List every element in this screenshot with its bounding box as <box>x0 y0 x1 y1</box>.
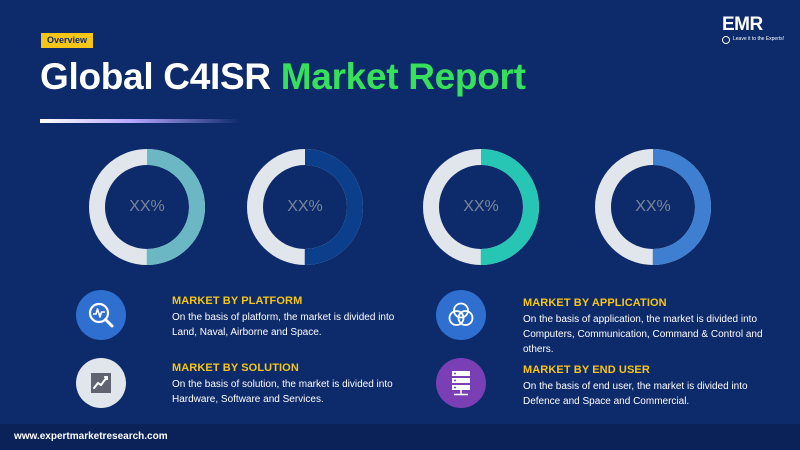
line-chart-icon <box>91 373 111 393</box>
donut-value-label: XX% <box>129 198 165 215</box>
globe-icon <box>722 36 730 44</box>
footer-bar: www.expertmarketresearch.com <box>0 424 800 450</box>
overview-badge: Overview <box>41 33 93 48</box>
segment-heading-platform: MARKET BY PLATFORM <box>172 295 303 307</box>
segment-heading-end-user: MARKET BY END USER <box>523 364 650 376</box>
logo-tagline: Leave it to the Experts! <box>733 36 785 42</box>
segment-text-solution: On the basis of solution, the market is … <box>172 379 393 405</box>
title-divider <box>40 119 240 123</box>
end-user-icon-badge <box>436 358 486 408</box>
segment-text-end-user: On the basis of end user, the market is … <box>523 381 748 407</box>
segment-heading-application: MARKET BY APPLICATION <box>523 297 667 309</box>
title-main: Global C4ISR <box>40 56 281 97</box>
segment-heading-solution: MARKET BY SOLUTION <box>172 362 299 374</box>
platform-icon-badge <box>76 290 126 340</box>
donut-value-label: XX% <box>635 198 671 215</box>
venn-diagram-icon <box>448 302 474 326</box>
website-url: www.expertmarketresearch.com <box>14 431 168 442</box>
donut-chart-platform: XX% <box>88 148 206 266</box>
page-title: Global C4ISR Market Report <box>40 56 526 98</box>
emr-logo: EMR Leave it to the Experts! <box>722 14 786 46</box>
application-icon-badge <box>436 290 486 340</box>
donut-chart-end-user: XX% <box>594 148 712 266</box>
solution-icon-badge <box>76 358 126 408</box>
segment-text-application: On the basis of application, the market … <box>523 314 763 355</box>
chart-magnifier-icon <box>88 302 114 328</box>
title-accent: Market Report <box>280 56 526 97</box>
donut-value-label: XX% <box>287 198 323 215</box>
donut-value-label: XX% <box>463 198 499 215</box>
donut-chart-application: XX% <box>422 148 540 266</box>
donut-chart-solution: XX% <box>246 148 364 266</box>
server-icon <box>452 371 470 396</box>
segment-text-platform: On the basis of platform, the market is … <box>172 312 395 338</box>
logo-text: EMR <box>722 14 763 35</box>
